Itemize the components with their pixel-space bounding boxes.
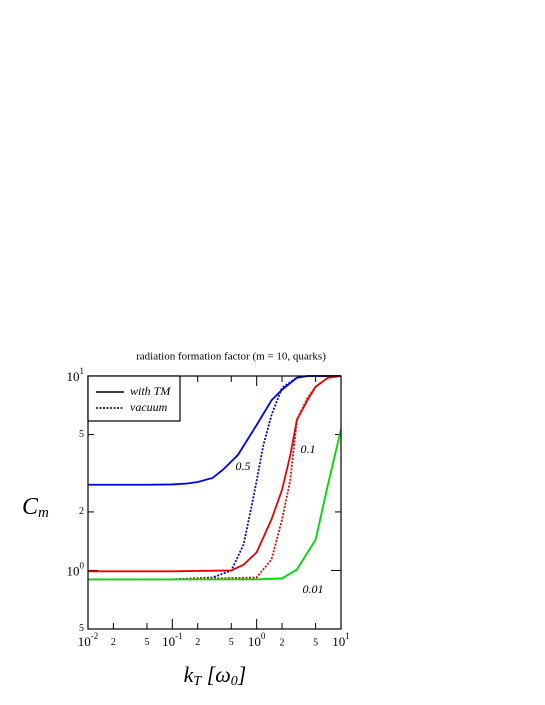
tick-label: 5 [79,623,84,634]
y-axis-label: Cm [22,494,49,522]
curve-label: 0.5 [236,459,251,473]
series-line [88,375,341,486]
tick-label: 2 [280,637,285,648]
tick-label: 101 [332,631,350,649]
legend-label: with TM [130,384,171,398]
tick-label-base: 10 [162,634,175,649]
tick-label: 10-2 [78,631,99,649]
tick-label-base: 2 [195,637,200,648]
legend-label: vacuum [130,400,168,414]
tick-label-exponent: 0 [261,631,266,641]
tick-label-exponent: 1 [80,366,85,376]
curve-label: 0.1 [301,442,316,456]
tick-label-base: 5 [79,623,84,634]
curve-label: 0.01 [303,582,324,596]
tick-label: 101 [67,366,85,384]
tick-label-base: 10 [67,563,80,578]
tick-label-exponent: 1 [345,631,350,641]
tick-label: 100 [67,561,85,579]
tick-label-base: 10 [332,634,345,649]
tick-label-base: 10 [67,369,80,384]
tick-label-base: 2 [111,637,116,648]
tick-label: 2 [79,506,84,517]
tick-label: 5 [144,637,149,648]
tick-label: 10-1 [162,631,183,649]
tick-label: 2 [195,637,200,648]
tick-label: 100 [248,631,266,649]
tick-label: 5 [79,429,84,440]
tick-label-base: 10 [78,634,91,649]
legend-box [87,375,181,422]
tick-label-base: 10 [248,634,261,649]
tick-label-exponent: 0 [80,561,85,571]
tick-label-exponent: -2 [91,631,99,641]
series-line [88,429,342,581]
tick-label: 5 [313,637,318,648]
tick-label-exponent: -1 [175,631,183,641]
tick-label: 5 [229,637,234,648]
series-line [88,375,341,581]
tick-label: 2 [111,637,116,648]
chart-title: radiation formation factor (m = 10, quar… [136,351,326,363]
series-line [88,375,342,581]
plot-frame [87,375,342,630]
tick-label-base: 5 [144,637,149,648]
x-axis-label: kT [ω0] [184,662,247,689]
tick-label-base: 5 [229,637,234,648]
